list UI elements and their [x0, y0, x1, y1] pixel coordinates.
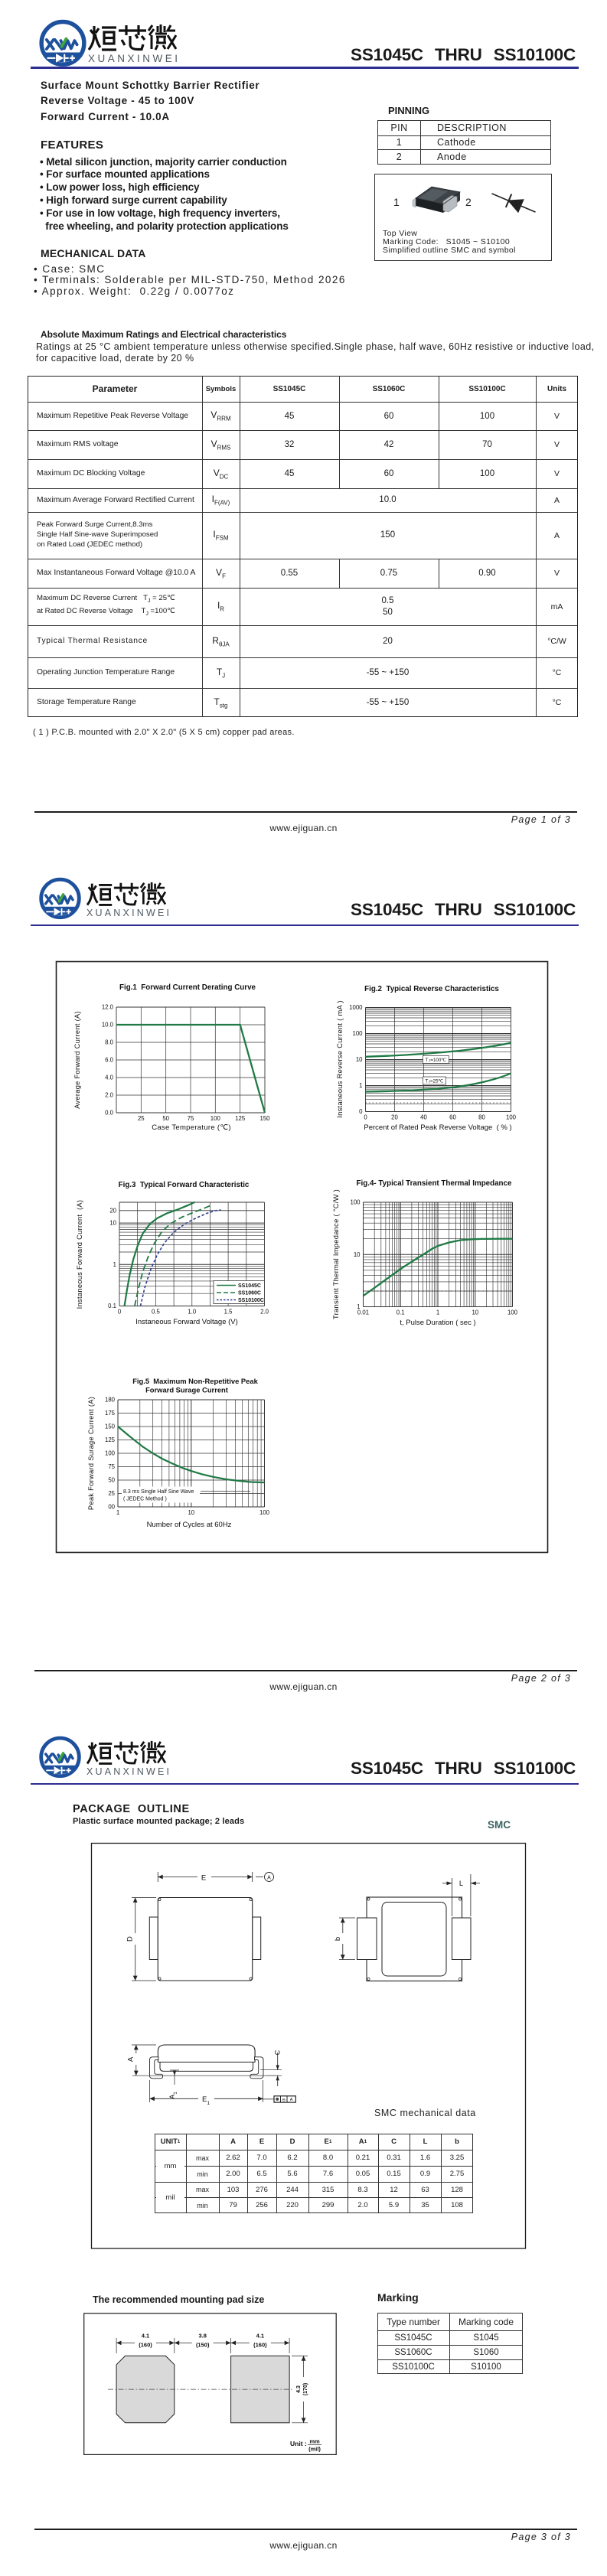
- svg-text:T J=25℃: T J=25℃: [426, 1079, 444, 1084]
- svg-text:Percent of Rated Peak Reverse: Percent of Rated Peak Reverse Voltage ( …: [364, 1123, 511, 1132]
- svg-text:75: 75: [108, 1463, 115, 1470]
- svg-text:2.0: 2.0: [260, 1309, 269, 1316]
- svg-text:10.0: 10.0: [102, 1022, 114, 1029]
- svg-text:3.8: 3.8: [198, 2333, 206, 2340]
- svg-text:T J=100℃: T J=100℃: [426, 1058, 446, 1063]
- svg-text:0: 0: [359, 1108, 363, 1115]
- svg-text:10: 10: [109, 1220, 116, 1227]
- svg-text:125: 125: [105, 1436, 116, 1443]
- svg-text:1: 1: [359, 1082, 362, 1089]
- svg-text:C: C: [274, 2049, 282, 2055]
- svg-text:1: 1: [116, 1509, 119, 1516]
- svg-text:Peak Forward Surage Current (A: Peak Forward Surage Current (A): [87, 1397, 95, 1510]
- svg-text:150: 150: [259, 1115, 270, 1122]
- svg-text:25: 25: [138, 1115, 145, 1122]
- svg-text:0.0: 0.0: [105, 1110, 114, 1117]
- svg-text:00: 00: [108, 1504, 115, 1511]
- svg-text:b: b: [334, 1937, 342, 1941]
- svg-text:A: A: [290, 2098, 293, 2102]
- svg-text:A: A: [127, 2056, 135, 2062]
- svg-text:1.0: 1.0: [188, 1309, 197, 1316]
- svg-text:75: 75: [188, 1115, 194, 1122]
- svg-text:Fig.2 Typical Reverse Charact: Fig.2 Typical Reverse Characteristics: [364, 985, 499, 993]
- svg-text:Fig.1 Forward Current Deratin: Fig.1 Forward Current Derating Curve: [119, 983, 256, 992]
- svg-text:1: 1: [436, 1309, 439, 1316]
- svg-text:⊖: ⊖: [282, 2098, 286, 2102]
- svg-text:1.5: 1.5: [224, 1309, 233, 1316]
- svg-text:Instaneous Reverse Current ( m: Instaneous Reverse Current ( mA ): [336, 1000, 344, 1118]
- svg-text:D: D: [126, 1936, 135, 1942]
- svg-text:Fig.3 Typical Forward Charact: Fig.3 Typical Forward Characteristic: [119, 1181, 250, 1189]
- svg-text:150: 150: [105, 1423, 116, 1430]
- svg-text:25: 25: [108, 1490, 115, 1497]
- svg-text:60: 60: [449, 1114, 456, 1121]
- svg-text:Number of Cycles at 60Hz: Number of Cycles at 60Hz: [147, 1521, 232, 1529]
- svg-text:100: 100: [352, 1030, 363, 1037]
- svg-text:SS1060C: SS1060C: [238, 1291, 261, 1296]
- svg-text:(160): (160): [139, 2342, 152, 2349]
- svg-text:4.1: 4.1: [142, 2333, 149, 2340]
- svg-text:125: 125: [235, 1115, 246, 1122]
- svg-text:100: 100: [350, 1199, 361, 1206]
- svg-text:(160): (160): [253, 2342, 267, 2349]
- svg-text:L: L: [459, 1880, 463, 1888]
- svg-text:6.0: 6.0: [105, 1057, 114, 1064]
- svg-text:10: 10: [188, 1509, 194, 1516]
- svg-text:180: 180: [105, 1397, 116, 1404]
- svg-text:50: 50: [162, 1115, 169, 1122]
- svg-text:10: 10: [356, 1056, 363, 1063]
- svg-text:Forward Surage Current: Forward Surage Current: [145, 1386, 228, 1394]
- svg-text:100: 100: [210, 1115, 221, 1122]
- svg-text:4.0: 4.0: [105, 1074, 114, 1081]
- svg-text:50: 50: [108, 1477, 115, 1484]
- svg-text:0.1: 0.1: [108, 1303, 116, 1309]
- svg-text:Transient Thermal Impedance (: Transient Thermal Impedance ( °C/W ): [332, 1189, 340, 1319]
- svg-text:(170): (170): [303, 2383, 308, 2395]
- svg-text:20: 20: [109, 1207, 116, 1214]
- svg-text:1: 1: [357, 1303, 360, 1310]
- svg-text:12.0: 12.0: [102, 1004, 114, 1011]
- svg-text:100: 100: [105, 1450, 116, 1457]
- svg-text:t, Pulse Duration ( sec ): t, Pulse Duration ( sec ): [400, 1319, 475, 1327]
- svg-text:E1: E1: [202, 2095, 210, 2106]
- svg-text:0: 0: [364, 1114, 367, 1121]
- svg-text:A: A: [267, 1876, 271, 1881]
- svg-text:mm: mm: [309, 2438, 320, 2445]
- svg-text:10: 10: [472, 1309, 478, 1316]
- svg-text:0: 0: [118, 1309, 122, 1316]
- svg-text:0.1: 0.1: [397, 1309, 405, 1316]
- svg-text:100: 100: [506, 1114, 517, 1121]
- svg-text:Unit :: Unit :: [290, 2440, 307, 2447]
- svg-text:4.1: 4.1: [256, 2333, 264, 2340]
- svg-text:0.01: 0.01: [357, 1309, 369, 1316]
- svg-text:2.0: 2.0: [105, 1092, 114, 1099]
- svg-text:40: 40: [420, 1114, 427, 1121]
- svg-text:Fig.5 Maximum Non-Repetitive: Fig.5 Maximum Non-Repetitive Peak: [132, 1377, 258, 1385]
- svg-text:80: 80: [478, 1114, 485, 1121]
- svg-text:E: E: [201, 1874, 206, 1883]
- svg-text:1000: 1000: [349, 1004, 363, 1011]
- svg-text:( JEDEC Method ): ( JEDEC Method ): [123, 1497, 167, 1502]
- svg-text:1: 1: [113, 1261, 116, 1268]
- svg-text:A1: A1: [168, 2092, 178, 2099]
- svg-text:SS10100C: SS10100C: [238, 1298, 264, 1303]
- svg-text:8.3 ms Single Half Sine Wave: 8.3 ms Single Half Sine Wave: [123, 1489, 194, 1495]
- svg-text:4.3: 4.3: [296, 2385, 302, 2393]
- svg-text:20: 20: [391, 1114, 398, 1121]
- svg-text:175: 175: [105, 1410, 116, 1417]
- svg-text:SS1045C: SS1045C: [238, 1283, 261, 1289]
- svg-text:100: 100: [259, 1509, 270, 1516]
- svg-text:Average Forward Current (A): Average Forward Current (A): [73, 1011, 81, 1109]
- svg-text:0.5: 0.5: [152, 1309, 161, 1316]
- svg-text:(150): (150): [196, 2342, 210, 2349]
- svg-text:Case Temperature (℃): Case Temperature (℃): [152, 1123, 231, 1132]
- svg-text:8.0: 8.0: [105, 1039, 114, 1046]
- svg-text:Fig.4- Typical Transient Therm: Fig.4- Typical Transient Thermal Impedan…: [357, 1179, 512, 1188]
- svg-text:100: 100: [507, 1309, 518, 1316]
- svg-text:Instaneous Forward Current (A: Instaneous Forward Current (A): [76, 1200, 83, 1309]
- svg-text:10: 10: [354, 1251, 361, 1258]
- svg-text:(mil): (mil): [308, 2446, 321, 2453]
- svg-text:Instaneous Forward Voltage (V): Instaneous Forward Voltage (V): [135, 1318, 238, 1326]
